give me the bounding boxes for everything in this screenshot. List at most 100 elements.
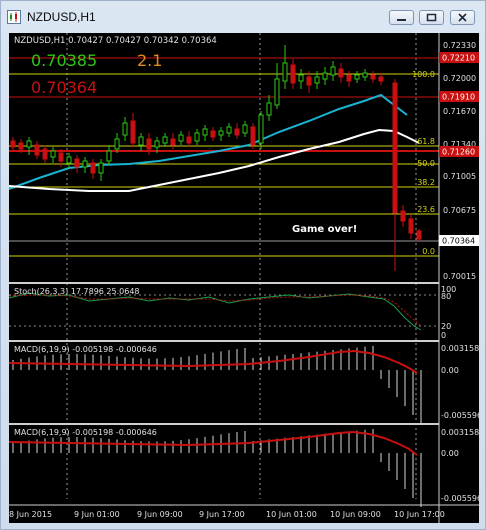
macd2-tick: -0.005596 xyxy=(441,494,479,503)
macd-pane-1[interactable]: MACD(6,19,9) -0.005198 -0.000646 0.00315… xyxy=(8,344,482,424)
price-tick: 0.72330 xyxy=(443,41,476,50)
candle-body xyxy=(416,230,422,240)
macd1-tick: 0.003158 xyxy=(441,344,479,353)
macd-histogram xyxy=(12,429,422,507)
candle-body xyxy=(234,128,240,136)
stoch-tick: 80 xyxy=(441,292,451,301)
candle-body xyxy=(66,156,72,164)
candle-body xyxy=(186,136,192,144)
pane-separator[interactable] xyxy=(9,423,439,425)
price-tick: 0.71005 xyxy=(443,172,476,181)
current-price-tag-text: 0.70364 xyxy=(442,237,475,246)
level-tag xyxy=(439,146,479,157)
candle-body xyxy=(274,78,280,106)
candle-body xyxy=(18,142,24,150)
candle-body xyxy=(170,138,176,146)
candle-body xyxy=(354,74,360,80)
stochastic-main-line xyxy=(8,292,422,331)
maximize-button[interactable] xyxy=(419,10,444,25)
chart-area[interactable]: NZDUSD,H1 0.70427 0.70427 0.70342 0.7036… xyxy=(8,33,482,523)
candle-body xyxy=(194,132,200,142)
candle-body xyxy=(400,210,406,222)
candle-body xyxy=(298,74,304,82)
maximize-icon xyxy=(426,13,437,22)
fib-label: 23.6 xyxy=(417,205,435,214)
fib-label: 50.0 xyxy=(417,159,435,168)
time-axis[interactable]: 8 Jun 2015 9 Jun 01:00 9 Jun 09:00 9 Jun… xyxy=(9,510,445,519)
candle-body xyxy=(210,130,216,138)
candle-body xyxy=(90,162,96,174)
level-tag-text: 0.71910 xyxy=(442,93,475,102)
stoch-header: Stoch(26,3,3) 17.7896 25.0648 xyxy=(14,287,140,296)
chart-canvas[interactable]: NZDUSD,H1 0.70427 0.70427 0.70342 0.7036… xyxy=(8,33,482,523)
fibonacci-retracement[interactable] xyxy=(9,73,439,257)
candle-body xyxy=(42,148,48,160)
candle-body xyxy=(178,134,184,142)
spread-value: 2.1 xyxy=(137,51,162,70)
candle-body xyxy=(106,150,112,162)
candle-body xyxy=(362,72,368,78)
macd-signal-line xyxy=(8,349,418,374)
candle-body xyxy=(154,140,160,148)
pane-separator[interactable] xyxy=(9,282,439,284)
macd2-tick: 0.003158 xyxy=(441,428,479,437)
candle-body xyxy=(218,130,224,136)
price-tick: 0.71670 xyxy=(443,107,476,116)
candle-body xyxy=(408,218,414,234)
price-pane[interactable]: NZDUSD,H1 0.70427 0.70427 0.70342 0.7036… xyxy=(8,33,479,523)
fib-label: 0.0 xyxy=(422,247,435,256)
time-tick: 9 Jun 01:00 xyxy=(74,510,120,519)
candle-body xyxy=(34,144,40,156)
candle-body xyxy=(258,114,264,144)
level-tag xyxy=(439,91,479,102)
macd1-tick: 0.00 xyxy=(441,366,459,375)
chart-annotation: Game over! xyxy=(292,224,357,235)
stoch-tick: 0 xyxy=(441,331,446,340)
candle-body xyxy=(338,68,344,78)
candle-body xyxy=(82,160,88,168)
close-button[interactable] xyxy=(450,10,475,25)
stoch-tick: 100 xyxy=(441,285,456,294)
macd1-tick: -0.005596 xyxy=(441,411,479,420)
candle-body xyxy=(130,120,136,144)
macd-signal-line xyxy=(8,430,418,456)
fib-label: 61.8 xyxy=(417,137,435,146)
candle-body xyxy=(330,66,336,76)
stochastic-signal-line xyxy=(8,294,422,327)
candle-body xyxy=(266,102,272,116)
macd2-header: MACD(6,19,9) -0.005198 -0.000646 xyxy=(14,428,157,437)
level-tag-text: 0.72210 xyxy=(442,54,475,63)
candle-body xyxy=(10,140,16,148)
price-tick: 0.70675 xyxy=(443,206,476,215)
minimize-button[interactable] xyxy=(389,10,414,25)
price-tick: 0.71340 xyxy=(443,140,476,149)
minimize-icon xyxy=(397,19,406,21)
candle-body xyxy=(58,152,64,162)
candle-body xyxy=(282,62,288,82)
candlestick-series[interactable] xyxy=(10,45,422,271)
stoch-tick: 20 xyxy=(441,322,451,331)
candle-body xyxy=(202,128,208,136)
candle-body xyxy=(242,124,248,134)
candle-body xyxy=(322,72,328,80)
fib-label: 38.2 xyxy=(417,178,435,187)
time-tick: 10 Jun 01:00 xyxy=(266,510,317,519)
candle-body xyxy=(146,138,152,150)
candle-body xyxy=(162,136,168,144)
close-icon xyxy=(458,13,467,22)
window-title: NZDUSD,H1 xyxy=(27,10,96,24)
candle-body xyxy=(122,122,128,136)
pane-separator[interactable] xyxy=(9,340,439,342)
fib-label: 100.0 xyxy=(412,70,435,79)
macd-pane-2[interactable]: MACD(6,19,9) -0.005198 -0.000646 0.00315… xyxy=(8,428,482,507)
candle-body xyxy=(314,76,320,84)
level-tag xyxy=(439,52,479,63)
price-axis[interactable]: 0.72330 0.72000 0.71670 0.71340 0.71005 … xyxy=(439,41,479,281)
macd-histogram xyxy=(12,346,422,424)
stochastic-pane[interactable]: Stoch(26,3,3) 17.7896 25.0648 100 80 20 … xyxy=(8,285,456,340)
time-tick: 9 Jun 09:00 xyxy=(137,510,183,519)
candle-body xyxy=(50,150,56,158)
title-bar[interactable]: NZDUSD,H1 xyxy=(1,1,485,33)
candle-body xyxy=(114,138,120,150)
candle-body xyxy=(138,136,144,146)
